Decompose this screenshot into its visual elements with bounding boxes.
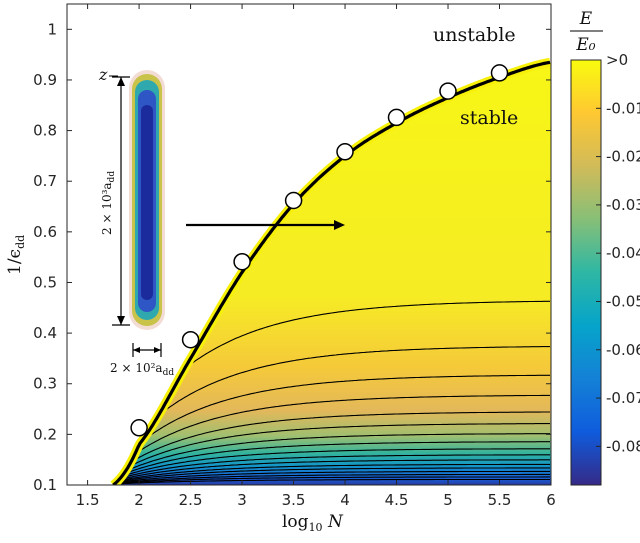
y-tick-label-4: 0.5 xyxy=(33,273,57,291)
contour-line-7 xyxy=(123,441,550,475)
simulation-markers xyxy=(130,64,509,437)
marker-7 xyxy=(490,64,509,82)
y-tick-label-1: 0.2 xyxy=(33,425,57,443)
x-axis-label: log10 N xyxy=(282,512,344,534)
colorbar-title-numerator: E xyxy=(579,9,593,29)
contour-line-11 xyxy=(119,463,550,482)
y-axis-ticks: 0.1 0.2 0.3 0.4 0.5 0.6 0.7 0.8 0.9 1 xyxy=(33,20,551,494)
contour-line-6 xyxy=(125,433,550,472)
colorbar-tick-label-6: -0.06 xyxy=(606,341,640,359)
y-tick-label-9: 1 xyxy=(47,20,57,38)
contour-line-5 xyxy=(129,423,550,467)
z-axis-label: z xyxy=(98,65,108,84)
marker-2 xyxy=(233,252,251,271)
y-axis-label: 1/ϵdd xyxy=(5,235,27,275)
x-tick-label-3: 3 xyxy=(237,491,247,509)
contour-line-13 xyxy=(117,470,550,483)
contour-line-8 xyxy=(123,448,550,477)
marker-0 xyxy=(130,419,148,437)
colorbar-title-denominator: E₀ xyxy=(575,35,595,55)
y-tick-label-7: 0.8 xyxy=(33,122,57,140)
x-tick-label-7: 5 xyxy=(443,491,453,509)
contour-line-0 xyxy=(185,300,550,369)
marker-1 xyxy=(181,330,200,349)
y-tick-label-8: 0.9 xyxy=(33,71,57,89)
contour-line-14 xyxy=(117,473,550,484)
contour-line-2 xyxy=(141,374,550,442)
colorbar-tick-label-7: -0.07 xyxy=(606,389,640,407)
stable-label: stable xyxy=(460,107,518,129)
colorbar-tick-label-4: -0.04 xyxy=(606,244,640,262)
contour-line-3 xyxy=(135,394,550,454)
marker-5 xyxy=(387,108,406,127)
contour-line-4 xyxy=(131,411,550,462)
colorbar-tick-label-5: -0.05 xyxy=(606,292,640,310)
y-tick-label-3: 0.4 xyxy=(33,324,57,342)
colorbar-title: E E₀ xyxy=(570,9,603,55)
colorbar-tick-label-1: -0.01 xyxy=(606,99,640,117)
contour-line-1 xyxy=(158,346,550,416)
x-tick-label-1: 2 xyxy=(134,491,144,509)
droplet-center xyxy=(141,105,153,300)
colorbar-ticks: >0 -0.01 -0.02 -0.03 -0.04 -0.05 -0.06 -0.07 -0.… xyxy=(596,51,640,455)
pointer-arrow-head xyxy=(334,220,345,230)
marker-3 xyxy=(284,191,303,210)
contour-line-12 xyxy=(117,467,550,483)
width-arrow-left xyxy=(133,347,140,353)
unstable-label: unstable xyxy=(433,24,516,46)
x-tick-label-9: 6 xyxy=(546,491,556,509)
contour-line-10 xyxy=(119,459,550,481)
marker-4 xyxy=(336,143,354,161)
width-label: 2 × 10²add xyxy=(110,361,174,378)
colorbar-tick-label-2: -0.02 xyxy=(606,148,640,166)
marker-6 xyxy=(439,82,457,100)
x-axis-ticks: 1.5 2 2.5 3 3.5 4 4.5 5 5.5 6 xyxy=(76,4,556,509)
width-arrow-right xyxy=(154,347,161,353)
plot-frame xyxy=(66,3,552,486)
y-tick-label-0: 0.1 xyxy=(33,476,57,494)
colorbar-tick-label-3: -0.03 xyxy=(606,196,640,214)
colorbar-tick-label-0: >0 xyxy=(606,51,628,69)
contour-line-15 xyxy=(115,476,550,485)
x-tick-label-6: 4.5 xyxy=(385,491,409,509)
x-tick-label-2: 2.5 xyxy=(179,491,203,509)
colorbar xyxy=(570,59,602,486)
stability-boundary-curve xyxy=(112,60,551,485)
y-tick-label-6: 0.7 xyxy=(33,172,57,190)
energy-contours xyxy=(115,300,550,485)
y-tick-label-2: 0.3 xyxy=(33,375,57,393)
y-tick-label-5: 0.6 xyxy=(33,223,57,241)
x-tick-label-5: 4 xyxy=(340,491,350,509)
contour-line-9 xyxy=(121,454,550,479)
contour-line-16 xyxy=(115,478,550,485)
height-arrow-bottom xyxy=(117,316,125,325)
height-label: 2 × 10³add xyxy=(100,171,117,235)
colorbar-tick-label-8: -0.08 xyxy=(606,437,640,455)
height-arrow-top xyxy=(117,77,125,86)
x-tick-label-0: 1.5 xyxy=(76,491,100,509)
x-tick-label-4: 3.5 xyxy=(282,491,306,509)
x-tick-label-8: 5.5 xyxy=(488,491,512,509)
droplet-inset: z 2 × 10³add 2 × 10²add xyxy=(98,65,345,378)
